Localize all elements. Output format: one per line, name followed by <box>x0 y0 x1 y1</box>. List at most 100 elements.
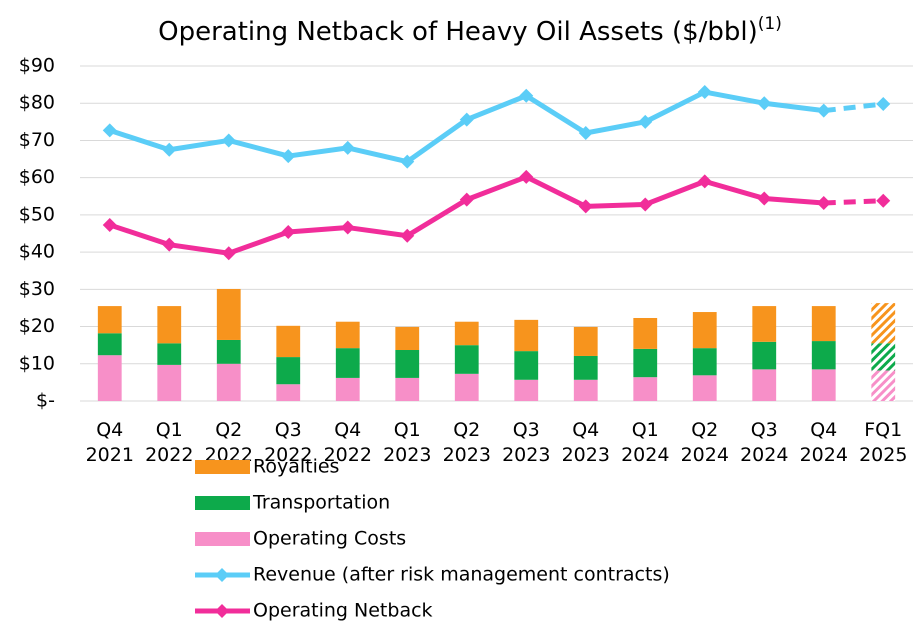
x-tick-line: Q4 <box>96 419 123 441</box>
x-tick-line: 2025 <box>859 444 907 466</box>
x-tick-label: Q1 2022 <box>145 419 193 466</box>
x-tick-line: Q1 <box>156 419 183 441</box>
bar-segment <box>633 377 658 401</box>
x-tick-line: Q4 <box>334 419 361 441</box>
x-tick-label: Q4 2024 <box>800 419 848 466</box>
x-tick-label: Q3 2022 <box>264 419 312 466</box>
bar-segment <box>454 373 479 401</box>
legend-swatch <box>195 496 250 510</box>
bar-segment <box>454 345 479 374</box>
x-tick-label: Q1 2023 <box>383 419 431 466</box>
x-tick-line: 2021 <box>86 444 134 466</box>
line-marker <box>459 112 474 127</box>
bar-segment <box>157 343 182 365</box>
line-marker <box>697 85 712 100</box>
x-tick-line: 2024 <box>800 444 848 466</box>
bar-segment <box>633 348 658 378</box>
legend-label: Royalties <box>253 456 339 478</box>
x-tick-label: FQ1 2025 <box>859 419 907 466</box>
y-tick-label: $50 <box>19 203 55 225</box>
bar-segment <box>633 317 658 349</box>
bar-segment <box>97 333 122 356</box>
y-tick-label: $- <box>36 390 55 412</box>
line <box>108 89 825 165</box>
y-tick-label: $30 <box>19 278 55 300</box>
line-marker <box>281 149 296 164</box>
x-tick-line: 2024 <box>681 444 729 466</box>
legend-label: Operating Costs <box>253 528 406 550</box>
bar-segment <box>157 306 182 344</box>
line-forecast <box>823 101 884 114</box>
x-tick-label: Q4 2023 <box>562 419 610 466</box>
line-marker <box>519 169 534 184</box>
chart-title: Operating Netback of Heavy Oil Assets ($… <box>158 14 782 47</box>
x-tick-line: FQ1 <box>864 419 902 441</box>
line-marker <box>459 192 474 207</box>
bar-segment <box>752 306 777 342</box>
x-tick-line: Q2 <box>691 419 718 441</box>
x-tick-line: Q2 <box>453 419 480 441</box>
x-tick-line: Q3 <box>275 419 302 441</box>
line-marker <box>697 174 712 189</box>
line-marker <box>102 123 117 138</box>
x-tick-line: 2023 <box>383 444 431 466</box>
y-tick-label: $60 <box>19 166 55 188</box>
bar-segment <box>454 321 479 346</box>
x-tick-line: 2022 <box>145 444 193 466</box>
line-marker <box>876 96 891 111</box>
bar-segment <box>871 370 896 401</box>
line-marker <box>816 103 831 118</box>
x-tick-line: Q3 <box>751 419 778 441</box>
x-tick-label: Q2 2022 <box>205 419 253 466</box>
bar-segment <box>395 350 420 378</box>
x-tick-line: 2024 <box>740 444 788 466</box>
legend-swatch <box>195 532 250 546</box>
bar-segment <box>514 319 539 352</box>
legend-label: Operating Netback <box>253 600 433 622</box>
y-tick-label: $90 <box>19 55 55 77</box>
line-forecast <box>823 198 884 206</box>
x-tick-line: Q4 <box>810 419 837 441</box>
legend-marker <box>215 604 229 618</box>
line-marker <box>162 142 177 157</box>
bar-segment <box>871 343 896 371</box>
x-tick-label: Q3 2023 <box>502 419 550 466</box>
bar-segment <box>335 377 360 401</box>
line-marker <box>221 246 236 261</box>
line-marker <box>638 197 653 212</box>
line-marker <box>578 199 593 214</box>
x-tick-line: 2023 <box>562 444 610 466</box>
bar-segment <box>514 351 539 380</box>
x-tick-line: 2024 <box>621 444 669 466</box>
bar-segment <box>276 325 301 358</box>
bar-segment <box>276 384 301 401</box>
bar-segment <box>811 341 836 370</box>
bar-segment <box>752 341 777 370</box>
line-marker <box>876 193 891 208</box>
bar-segment <box>157 364 182 401</box>
title-superscript: (1) <box>758 14 782 34</box>
line-marker <box>162 237 177 252</box>
line-marker <box>578 126 593 140</box>
x-tick-line: 2023 <box>443 444 491 466</box>
bar-segment <box>692 348 717 376</box>
bar-segment <box>216 288 241 340</box>
bar-segment <box>97 306 122 334</box>
bar-segment <box>692 375 717 401</box>
line-marker <box>281 225 296 240</box>
bar-segment <box>811 369 836 401</box>
bar-segment <box>573 355 598 380</box>
x-tick-label: Q4 2022 <box>324 419 372 466</box>
x-tick-line: Q2 <box>215 419 242 441</box>
line-marker <box>400 154 415 169</box>
x-tick-label: Q3 2024 <box>740 419 788 466</box>
bar-segment <box>573 379 598 401</box>
line-marker <box>519 88 534 103</box>
line-marker <box>638 114 653 129</box>
legend-swatch <box>195 460 250 474</box>
x-tick-label: Q4 2021 <box>86 419 134 466</box>
bar-segment <box>276 357 301 385</box>
x-tick-line: Q1 <box>632 419 659 441</box>
line-marker <box>340 220 355 235</box>
x-tick-label: Q2 2023 <box>443 419 491 466</box>
